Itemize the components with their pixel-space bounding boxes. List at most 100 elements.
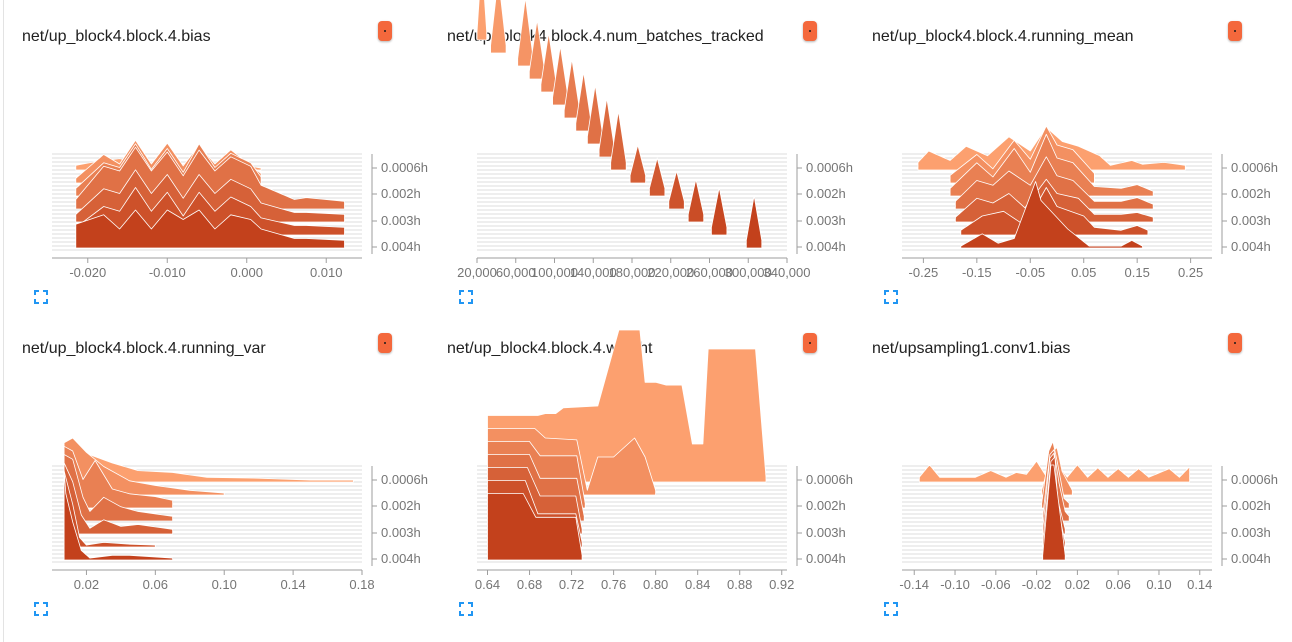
x-tick-label: 140,000 bbox=[570, 265, 617, 280]
y-tick-label: 0.0006h bbox=[806, 160, 853, 175]
left-divider bbox=[3, 0, 4, 642]
x-tick-label: 0.02 bbox=[74, 577, 99, 592]
x-tick-label: 340,000 bbox=[764, 265, 811, 280]
y-tick-label: 0.0006h bbox=[1231, 472, 1278, 487]
fullscreen-icon[interactable] bbox=[884, 290, 898, 304]
y-tick-label: 0.002h bbox=[1231, 498, 1271, 513]
x-tick-label: -0.020 bbox=[69, 265, 106, 280]
card-title: net/up_block4.block.4.bias bbox=[22, 28, 211, 45]
y-tick-label: 0.0006h bbox=[381, 160, 428, 175]
histogram-slice bbox=[63, 445, 173, 509]
x-tick-label: 0.88 bbox=[727, 577, 752, 592]
x-tick-label: 0.92 bbox=[769, 577, 794, 592]
dot-menu-icon[interactable] bbox=[1228, 21, 1242, 41]
dot-menu-icon[interactable] bbox=[378, 333, 392, 353]
y-tick-label: 0.004h bbox=[806, 551, 846, 566]
x-tick-label: -0.14 bbox=[899, 577, 929, 592]
x-tick-label: 0.80 bbox=[643, 577, 668, 592]
fullscreen-icon[interactable] bbox=[34, 602, 48, 616]
y-tick-label: 0.003h bbox=[381, 525, 421, 540]
x-tick-label: 0.05 bbox=[1071, 265, 1096, 280]
x-tick-label: 0.72 bbox=[559, 577, 584, 592]
x-tick-label: 0.14 bbox=[1187, 577, 1212, 592]
histogram-chart: -0.25 -0.15 -0.05 0.05 0.15 0.25 0.0006h 0.002h… bbox=[902, 125, 1278, 280]
x-tick-label: -0.15 bbox=[962, 265, 992, 280]
histogram-slice bbox=[629, 144, 646, 184]
histogram-slice bbox=[490, 0, 507, 54]
histogram-card: net/upsampling1.conv1.bias -0.14 -0.10 -0.… bbox=[872, 333, 1282, 640]
y-tick-label: 0.003h bbox=[381, 213, 421, 228]
histogram-slice bbox=[687, 178, 705, 223]
card-title: net/up_block4.block.4.weight bbox=[447, 340, 653, 357]
histogram-slice bbox=[63, 469, 173, 561]
card-title: net/up_block4.block.4.running_mean bbox=[872, 28, 1134, 45]
histogram-chart: 0.02 0.06 0.10 0.14 0.18 0.0006h 0.002h 0.003h 0… bbox=[52, 437, 428, 592]
x-tick-label: 260,000 bbox=[686, 265, 733, 280]
histogram-slice bbox=[75, 209, 345, 249]
x-tick-label: -0.05 bbox=[1015, 265, 1045, 280]
y-tick-label: 0.002h bbox=[806, 186, 846, 201]
histogram-slice bbox=[955, 178, 1154, 223]
histogram-card: net/up_block4.block.4.weight 0.64 0.68 0.7… bbox=[447, 329, 857, 640]
fullscreen-icon[interactable] bbox=[34, 290, 48, 304]
y-tick-label: 0.003h bbox=[1231, 525, 1271, 540]
histogram-slice bbox=[668, 170, 685, 210]
histogram-chart: -0.14 -0.10 -0.06 -0.02 0.02 0.06 0.10 0.14 0.00… bbox=[899, 441, 1278, 592]
x-tick-label: 100,000 bbox=[531, 265, 578, 280]
dot-menu-icon[interactable] bbox=[378, 21, 392, 41]
x-tick-label: 0.000 bbox=[230, 265, 263, 280]
y-tick-label: 0.0006h bbox=[806, 472, 853, 487]
fullscreen-icon[interactable] bbox=[459, 290, 473, 304]
x-tick-label: -0.02 bbox=[1022, 577, 1052, 592]
y-tick-label: 0.004h bbox=[1231, 551, 1271, 566]
histogram-slice bbox=[960, 187, 1149, 236]
x-tick-label: -0.06 bbox=[981, 577, 1011, 592]
x-tick-label: 300,000 bbox=[725, 265, 772, 280]
y-tick-label: 0.0006h bbox=[381, 472, 428, 487]
x-tick-label: 220,000 bbox=[647, 265, 694, 280]
y-tick-label: 0.004h bbox=[381, 551, 421, 566]
histogram-slice bbox=[610, 110, 627, 171]
histogram-slice bbox=[711, 187, 728, 236]
dot-menu-icon[interactable] bbox=[803, 333, 817, 353]
histogram-chart: 0.64 0.68 0.72 0.76 0.80 0.84 0.88 0.92 0.0006h 0… bbox=[475, 329, 853, 592]
x-tick-label: 180,000 bbox=[609, 265, 656, 280]
histogram-slice bbox=[649, 157, 666, 197]
y-tick-label: 0.003h bbox=[1231, 213, 1271, 228]
y-tick-label: 0.003h bbox=[806, 525, 846, 540]
card-title: net/up_block4.block.4.running_var bbox=[22, 340, 266, 357]
histogram-slice bbox=[1042, 464, 1066, 561]
y-tick-label: 0.002h bbox=[806, 498, 846, 513]
y-tick-label: 0.004h bbox=[806, 239, 846, 254]
x-tick-label: 0.10 bbox=[1146, 577, 1171, 592]
x-tick-label: 0.15 bbox=[1125, 265, 1150, 280]
y-tick-label: 0.002h bbox=[381, 186, 421, 201]
x-tick-label: 60,000 bbox=[496, 265, 536, 280]
y-tick-label: 0.002h bbox=[1231, 186, 1271, 201]
histogram-card: net/up_block4.block.4.num_batches_tracke… bbox=[447, 0, 857, 328]
histogram-slice bbox=[745, 195, 763, 249]
fullscreen-icon[interactable] bbox=[884, 602, 898, 616]
histogram-card: net/up_block4.block.4.running_mean -0.25… bbox=[872, 21, 1282, 328]
y-tick-label: 0.002h bbox=[381, 498, 421, 513]
x-tick-label: 0.14 bbox=[280, 577, 305, 592]
dot-menu-icon[interactable] bbox=[803, 21, 817, 41]
x-tick-label: 20,000 bbox=[457, 265, 497, 280]
fullscreen-icon[interactable] bbox=[459, 602, 473, 616]
histogram-slice bbox=[487, 493, 583, 561]
x-tick-label: 0.06 bbox=[143, 577, 168, 592]
x-tick-label: -0.10 bbox=[940, 577, 970, 592]
y-tick-label: 0.003h bbox=[806, 213, 846, 228]
y-tick-label: 0.0006h bbox=[1231, 160, 1278, 175]
histogram-card: net/up_block4.block.4.running_var 0.02 0.… bbox=[22, 333, 432, 640]
card-title: net/upsampling1.conv1.bias bbox=[872, 340, 1071, 357]
x-tick-label: -0.010 bbox=[149, 265, 186, 280]
histogram-card: net/up_block4.block.4.bias -0.020 -0.010 0… bbox=[22, 21, 432, 328]
dot-menu-icon[interactable] bbox=[1228, 333, 1242, 353]
y-tick-label: 0.004h bbox=[381, 239, 421, 254]
x-tick-label: 0.06 bbox=[1106, 577, 1131, 592]
histogram-slice bbox=[960, 181, 1143, 249]
x-tick-label: 0.18 bbox=[349, 577, 374, 592]
histogram-slice bbox=[517, 0, 534, 67]
x-tick-label: 0.25 bbox=[1178, 265, 1203, 280]
